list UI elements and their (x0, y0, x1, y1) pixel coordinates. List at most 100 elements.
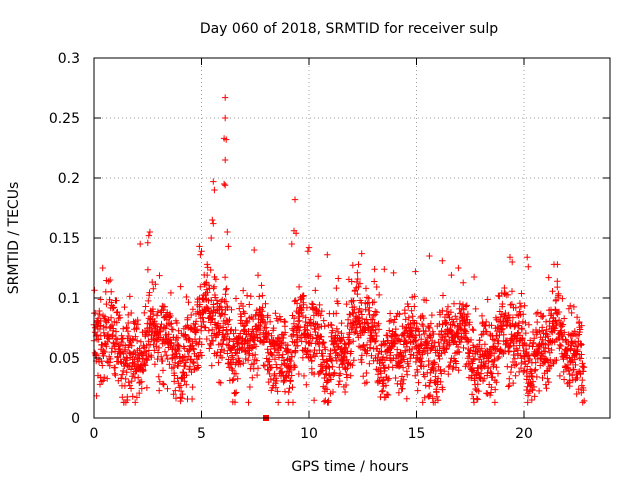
data-point (385, 375, 392, 382)
data-point (401, 310, 409, 317)
data-point (171, 372, 178, 379)
data-point (484, 296, 491, 303)
data-point (153, 312, 161, 319)
data-point (300, 292, 307, 300)
data-points (90, 94, 588, 421)
data-point (189, 358, 197, 366)
data-point (504, 291, 512, 299)
data-point (244, 318, 251, 325)
data-point (420, 314, 427, 322)
data-point (366, 360, 373, 367)
data-point (327, 347, 334, 355)
data-point (448, 271, 455, 279)
data-point (481, 375, 488, 382)
data-point (329, 388, 337, 396)
data-point (200, 318, 207, 325)
data-point (493, 379, 500, 386)
data-point (327, 376, 335, 383)
data-point (295, 283, 303, 291)
data-point (107, 314, 115, 321)
data-point (300, 372, 308, 380)
data-point (210, 283, 218, 290)
data-point (268, 351, 275, 358)
data-point (183, 371, 190, 379)
data-point (470, 273, 478, 281)
data-point (390, 319, 397, 326)
data-point (494, 355, 502, 362)
data-point (224, 350, 231, 357)
data-point (161, 303, 168, 310)
data-point (150, 285, 157, 292)
data-point (520, 311, 527, 318)
data-point (350, 297, 357, 304)
data-point (446, 362, 453, 370)
data-point (556, 372, 564, 380)
data-point (507, 301, 514, 309)
data-point (288, 353, 296, 360)
data-point (126, 382, 133, 389)
data-point (371, 266, 378, 273)
data-point (169, 326, 177, 333)
data-point (573, 390, 580, 398)
data-point (272, 310, 279, 317)
data-point (236, 358, 243, 365)
data-point (407, 355, 414, 362)
data-point (167, 312, 174, 320)
data-point (196, 335, 203, 343)
data-point (249, 344, 256, 351)
data-point (293, 300, 301, 307)
data-point (430, 343, 438, 350)
data-point (188, 311, 195, 319)
data-point (245, 399, 252, 406)
data-point (535, 342, 543, 349)
data-point (295, 370, 302, 378)
data-point (246, 383, 254, 391)
data-point (525, 263, 532, 270)
data-point (260, 362, 267, 369)
data-point (170, 391, 177, 398)
data-point (530, 383, 538, 391)
data-point (216, 303, 223, 310)
data-point (150, 310, 157, 318)
data-point (144, 239, 151, 246)
data-point (580, 363, 588, 371)
data-point (478, 312, 486, 320)
data-point (263, 331, 271, 338)
data-point (129, 393, 136, 400)
data-point (392, 331, 399, 338)
data-point (510, 379, 517, 387)
data-point (506, 382, 513, 389)
data-point (125, 332, 132, 340)
data-point (177, 387, 185, 395)
data-point (237, 361, 244, 368)
data-point (287, 348, 295, 356)
data-point (426, 391, 434, 399)
data-point (392, 355, 400, 362)
data-point (268, 387, 275, 394)
data-point (495, 353, 503, 361)
data-point (510, 339, 517, 347)
data-point (125, 319, 132, 327)
data-point (469, 360, 476, 367)
data-point (532, 366, 539, 373)
data-point (363, 369, 370, 377)
data-point (466, 319, 473, 326)
data-point (289, 399, 297, 406)
data-point (418, 358, 426, 365)
data-point (190, 346, 198, 353)
data-point (387, 317, 394, 324)
data-point (144, 356, 151, 364)
data-point (483, 318, 490, 326)
data-point (234, 375, 241, 382)
data-point (521, 340, 528, 347)
data-point (137, 362, 145, 370)
y-tick-label: 0.3 (58, 51, 80, 67)
data-point (566, 377, 573, 384)
data-point (210, 178, 217, 185)
data-point (467, 336, 475, 344)
data-point (183, 381, 190, 388)
data-point (463, 302, 470, 309)
data-point (233, 350, 241, 357)
data-point (289, 312, 296, 319)
data-point (349, 362, 356, 369)
